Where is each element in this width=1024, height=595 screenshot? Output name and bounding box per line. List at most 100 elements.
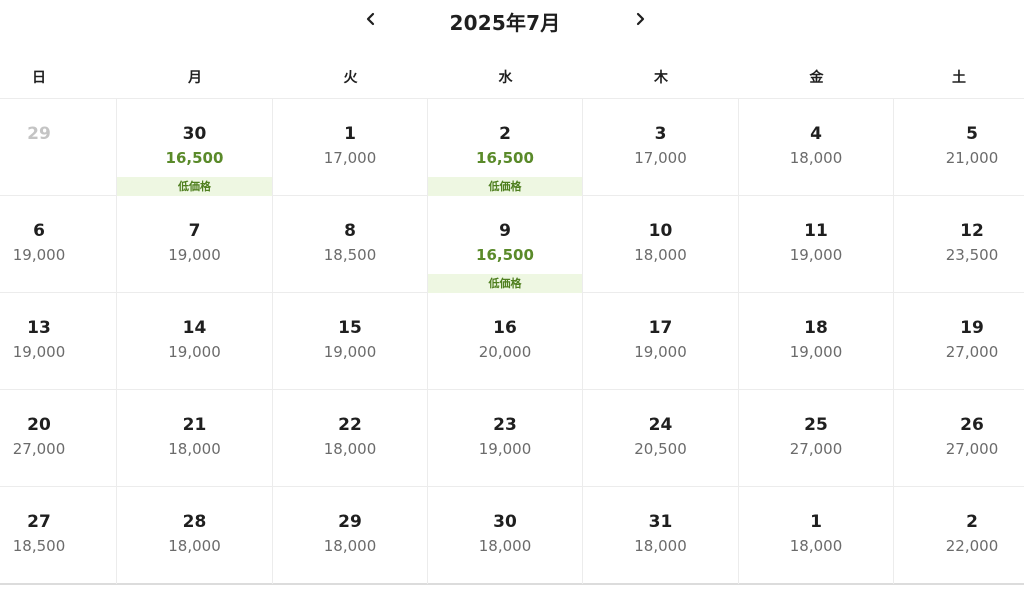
- day-number: 25: [804, 415, 828, 435]
- day-price: 22,000: [945, 537, 999, 555]
- day-number: 21: [182, 415, 207, 435]
- day-price: 19,000: [168, 343, 221, 361]
- day-number: 2: [499, 124, 511, 144]
- day-number: 28: [182, 512, 207, 532]
- calendar-day-cell[interactable]: 20 27,000: [0, 390, 117, 486]
- day-price: 19,000: [789, 246, 843, 264]
- calendar-day-cell[interactable]: 25 27,000: [739, 390, 894, 486]
- calendar-day-cell[interactable]: 26 27,000: [894, 390, 1024, 486]
- day-number: 29: [338, 512, 362, 532]
- day-number: 9: [499, 221, 511, 241]
- day-price: 23,500: [945, 246, 999, 264]
- calendar-day-cell[interactable]: 23 19,000: [428, 390, 583, 486]
- day-price: 21,000: [945, 149, 999, 167]
- calendar-header: 2025年7月: [0, 0, 1024, 42]
- calendar-day-cell[interactable]: 9 16,500 低価格: [428, 196, 583, 293]
- calendar-day-cell[interactable]: 10 18,000: [583, 196, 739, 292]
- calendar-day-cell[interactable]: 12 23,500: [894, 196, 1024, 292]
- day-number: 23: [493, 415, 517, 435]
- calendar-day-cell: 29: [0, 99, 117, 195]
- weekday-label: 土: [952, 70, 966, 86]
- day-number: 11: [804, 221, 828, 241]
- calendar-day-cell[interactable]: 24 20,500: [583, 390, 739, 486]
- calendar-day-cell[interactable]: 17 19,000: [583, 293, 739, 389]
- day-price: 18,000: [634, 246, 687, 264]
- calendar-day-cell[interactable]: 5 21,000: [894, 99, 1024, 195]
- day-number: 20: [27, 415, 51, 435]
- day-number: 17: [648, 318, 673, 338]
- calendar-day-cell[interactable]: 8 18,500: [273, 196, 428, 292]
- day-number: 16: [493, 318, 517, 338]
- calendar-day-cell[interactable]: 1 18,000: [739, 487, 894, 584]
- calendar-week-row: 6 19,000 7 19,000 8 18,500 9 16,500 低価格 10 18,000 1…: [0, 196, 1024, 293]
- day-number: 12: [960, 221, 984, 241]
- day-price: 18,000: [168, 440, 221, 458]
- calendar-day-cell[interactable]: 11 19,000: [739, 196, 894, 292]
- calendar-week-row: 20 27,000 21 18,000 22 18,000 23 19,000 24 20,500…: [0, 390, 1024, 487]
- day-number: 31: [648, 512, 673, 532]
- weekday-label: 日: [32, 70, 46, 86]
- day-price: 27,000: [789, 440, 843, 458]
- weekday-header-row: 日 月 火 水 木 金 土: [0, 58, 1024, 98]
- day-price: 20,000: [478, 343, 532, 361]
- calendar-day-cell[interactable]: 30 18,000: [428, 487, 583, 584]
- day-price: 27,000: [945, 440, 999, 458]
- calendar-day-cell[interactable]: 21 18,000: [117, 390, 273, 486]
- day-number: 19: [960, 318, 984, 338]
- day-number: 18: [804, 318, 828, 338]
- day-price: 18,000: [634, 537, 687, 555]
- day-price: 18,500: [12, 537, 66, 555]
- calendar-day-cell[interactable]: 3 17,000: [583, 99, 739, 195]
- calendar-day-cell[interactable]: 30 16,500 低価格: [117, 99, 273, 196]
- calendar-week-row: 27 18,500 28 18,000 29 18,000 30 18,000 31 18,000…: [0, 487, 1024, 584]
- weekday-label: 木: [654, 70, 668, 86]
- day-number: 1: [344, 124, 356, 144]
- calendar-day-cell[interactable]: 4 18,000: [739, 99, 894, 195]
- calendar-day-cell[interactable]: 31 18,000: [583, 487, 739, 584]
- day-price: 17,000: [323, 149, 377, 167]
- day-number: 22: [338, 415, 362, 435]
- weekday-label: 火: [343, 70, 358, 86]
- day-price: 19,000: [323, 343, 377, 361]
- low-price-badge: 低価格: [428, 177, 582, 196]
- prev-month-button[interactable]: [358, 6, 384, 32]
- weekday-label: 水: [498, 70, 513, 86]
- day-number: 8: [344, 221, 356, 241]
- calendar-day-cell[interactable]: 22 18,000: [273, 390, 428, 486]
- day-price: 19,000: [12, 343, 66, 361]
- calendar-week-row: 29 30 16,500 低価格 1 17,000 2 16,500 低価格 3 17,000 4 18…: [0, 99, 1024, 196]
- calendar-day-cell[interactable]: 29 18,000: [273, 487, 428, 584]
- calendar-day-cell[interactable]: 28 18,000: [117, 487, 273, 584]
- low-price-badge: 低価格: [117, 177, 272, 196]
- day-price: 18,000: [478, 537, 532, 555]
- calendar-day-cell[interactable]: 16 20,000: [428, 293, 583, 389]
- calendar-day-cell[interactable]: 27 18,500: [0, 487, 117, 584]
- day-price: 16,500: [165, 149, 224, 167]
- day-number: 2: [966, 512, 978, 532]
- calendar-day-cell[interactable]: 14 19,000: [117, 293, 273, 389]
- calendar-day-cell[interactable]: 2 16,500 低価格: [428, 99, 583, 196]
- chevron-right-icon: [636, 12, 645, 26]
- next-month-button[interactable]: [627, 6, 653, 32]
- calendar-day-cell[interactable]: 19 27,000: [894, 293, 1024, 389]
- chevron-left-icon: [366, 12, 375, 26]
- day-price: 18,000: [323, 440, 377, 458]
- day-price: 19,000: [478, 440, 532, 458]
- day-price: 19,000: [168, 246, 221, 264]
- calendar-day-cell[interactable]: 1 17,000: [273, 99, 428, 195]
- calendar-day-cell[interactable]: 7 19,000: [117, 196, 273, 292]
- day-price: 19,000: [634, 343, 687, 361]
- calendar-day-cell[interactable]: 13 19,000: [0, 293, 117, 389]
- calendar-day-cell[interactable]: 6 19,000: [0, 196, 117, 292]
- day-number: 14: [182, 318, 207, 338]
- day-price: 18,000: [323, 537, 377, 555]
- day-price: 20,500: [634, 440, 687, 458]
- calendar-day-cell[interactable]: 15 19,000: [273, 293, 428, 389]
- day-price: 27,000: [12, 440, 66, 458]
- calendar-day-cell[interactable]: 18 19,000: [739, 293, 894, 389]
- day-price: 19,000: [789, 343, 843, 361]
- calendar-day-cell[interactable]: 2 22,000: [894, 487, 1024, 584]
- weekday-label: 月: [188, 70, 202, 86]
- day-price: 17,000: [634, 149, 687, 167]
- low-price-badge: 低価格: [428, 274, 582, 293]
